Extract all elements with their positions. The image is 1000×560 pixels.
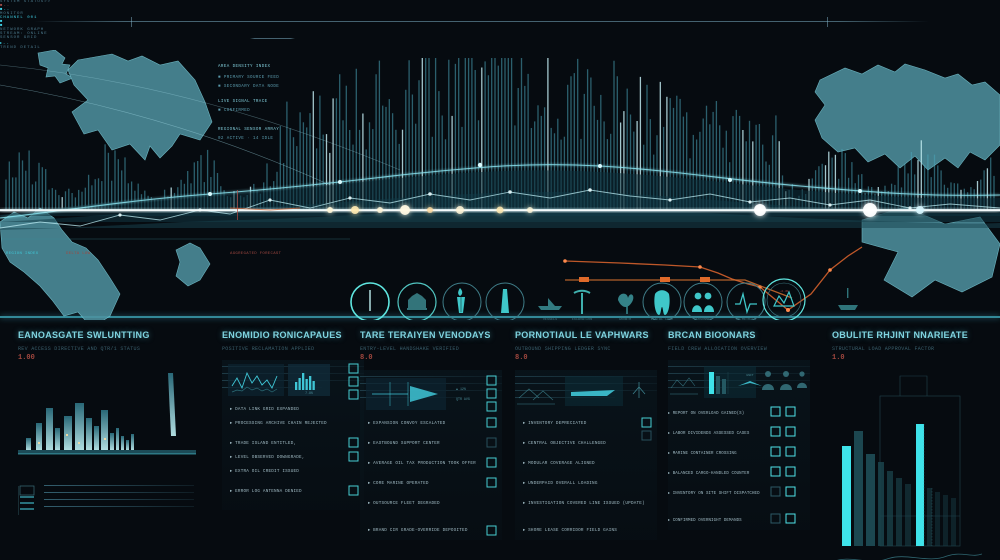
svg-text:AGGREGATED FORECAST: AGGREGATED FORECAST [230, 252, 282, 256]
svg-text:HR METRICS: HR METRICS [736, 318, 756, 320]
svg-text:▸ REPORT ON OVERLOAD GAINED(S): ▸ REPORT ON OVERLOAD GAINED(S) [668, 411, 744, 416]
svg-text:■ PRIMARY SOURCE FEED: ■ PRIMARY SOURCE FEED [218, 75, 279, 80]
svg-text:▸ OUTSOURCE FLEET DEGRADED: ▸ OUTSOURCE FLEET DEGRADED [368, 501, 440, 506]
svg-text:■ CONFIRMED: ■ CONFIRMED [218, 108, 250, 113]
svg-text:▸ LEVEL OBSERVED DOWNGRADE,: ▸ LEVEL OBSERVED DOWNGRADE, [230, 455, 305, 460]
svg-text:▸ EXPANSION CONVOY ESCALATED: ▸ EXPANSION CONVOY ESCALATED [368, 421, 446, 426]
svg-text:▸ INVESTIGATION COVERED LINE I: ▸ INVESTIGATION COVERED LINE ISSUED (UPD… [523, 501, 645, 506]
svg-text:▸ SHORE LEASE CORRIDOR FIELD G: ▸ SHORE LEASE CORRIDOR FIELD GAINS [523, 528, 617, 533]
svg-text:▸ AVERAGE OIL TAX PRODUCTION T: ▸ AVERAGE OIL TAX PRODUCTION TOOK OFFER [368, 461, 476, 466]
svg-text:▸ CENTRAL OBJECTIVE CHALLENGED: ▸ CENTRAL OBJECTIVE CHALLENGED [523, 441, 606, 446]
svg-text:▸ BRAND CIR GRADE-OVERRIDE DEP: ▸ BRAND CIR GRADE-OVERRIDE DEPOSITED [368, 528, 468, 533]
svg-text:▸ PROCESSING ARCHIVE CHAIN REJ: ▸ PROCESSING ARCHIVE CHAIN REJECTED [230, 421, 327, 426]
svg-text:▸ DATA LINK GRID EXPANDED: ▸ DATA LINK GRID EXPANDED [230, 407, 299, 412]
svg-text:LIVE SIGNAL TRACE: LIVE SIGNAL TRACE [218, 100, 268, 104]
svg-text:▸ INVENTORY ON SITE SHIFT DISP: ▸ INVENTORY ON SITE SHIFT DISPATCHED [668, 491, 760, 496]
svg-text:▸ BALANCED CARGO-HANDLED COUNT: ▸ BALANCED CARGO-HANDLED COUNTER [668, 471, 750, 476]
svg-text:VESSELS: VESSELS [543, 318, 557, 320]
svg-text:■ SECONDARY DATA NODE: ■ SECONDARY DATA NODE [218, 84, 279, 89]
svg-text:▸ LABOR DIVIDENDS ASSESSED CAS: ▸ LABOR DIVIDENDS ASSESSED CASES [668, 431, 750, 436]
svg-text:AREA DENSITY INDEX: AREA DENSITY INDEX [218, 65, 271, 69]
svg-text:▸ EXTRA OIL CREDIT ISSUED: ▸ EXTRA OIL CREDIT ISSUED [230, 469, 299, 474]
svg-text:UNIT: UNIT [746, 374, 753, 377]
svg-text:QTR AVG: QTR AVG [456, 397, 470, 401]
svg-text:GROWTH: GROWTH [619, 318, 631, 320]
svg-text:▸ UNDERPAID OVERALL LOADING: ▸ UNDERPAID OVERALL LOADING [523, 481, 598, 486]
svg-text:▸ MARINE CONTAINER CROSSING: ▸ MARINE CONTAINER CROSSING [668, 451, 737, 456]
svg-text:REGIONAL SENSOR ARRAY: REGIONAL SENSOR ARRAY [218, 128, 279, 132]
svg-text:7.8%: 7.8% [305, 391, 313, 395]
svg-text:02 ACTIVE · 14 IDLE: 02 ACTIVE · 14 IDLE [218, 137, 273, 141]
svg-text:▸ MODULAR COVERAGE ALIGNED: ▸ MODULAR COVERAGE ALIGNED [523, 461, 595, 466]
svg-text:EXCAVATION: EXCAVATION [572, 318, 592, 320]
svg-text:-2.4%: -2.4% [779, 290, 788, 293]
svg-text:▸ TRADE ISLAND ENTITLED,: ▸ TRADE ISLAND ENTITLED, [230, 441, 296, 446]
svg-text:PERSONNEL: PERSONNEL [694, 318, 712, 320]
svg-text:▸ EASTBOUND SUPPORT CENTER: ▸ EASTBOUND SUPPORT CENTER [368, 441, 440, 446]
svg-text:REGION INDEX: REGION INDEX [6, 252, 39, 256]
svg-text:▸ CONFIRMED OVERNIGHT DEMANDS: ▸ CONFIRMED OVERNIGHT DEMANDS [668, 518, 742, 523]
svg-text:DENTAL CARE: DENTAL CARE [651, 318, 673, 320]
svg-text:DELTA LOW: DELTA LOW [66, 252, 91, 256]
svg-text:▸ ERROR LOG ANTENNA DENIED: ▸ ERROR LOG ANTENNA DENIED [230, 489, 302, 494]
svg-text:▲ 12%: ▲ 12% [456, 387, 466, 391]
svg-text:▸ INVENTORY DEPRECIATED: ▸ INVENTORY DEPRECIATED [523, 421, 587, 426]
svg-text:▸ CORE MARINE OPERATED: ▸ CORE MARINE OPERATED [368, 481, 429, 486]
